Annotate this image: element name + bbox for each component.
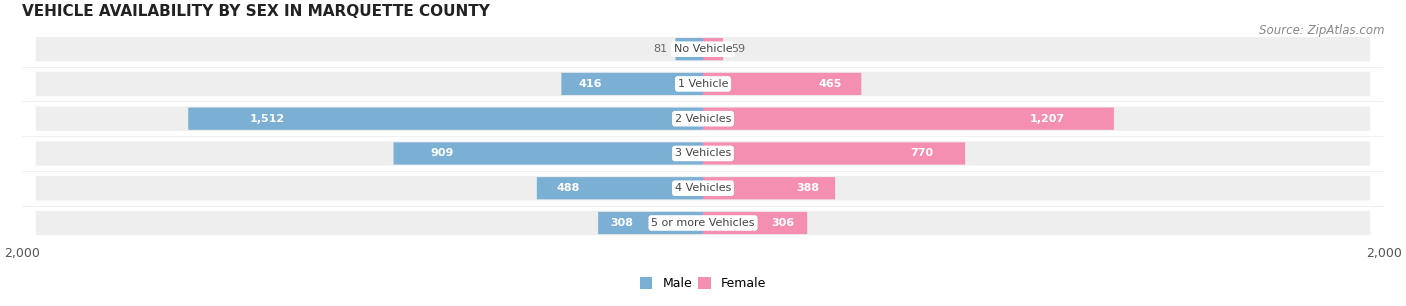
- FancyBboxPatch shape: [598, 212, 703, 234]
- FancyBboxPatch shape: [35, 106, 1371, 131]
- Text: VEHICLE AVAILABILITY BY SEX IN MARQUETTE COUNTY: VEHICLE AVAILABILITY BY SEX IN MARQUETTE…: [22, 4, 489, 19]
- Legend: Male, Female: Male, Female: [636, 272, 770, 295]
- Text: 4 Vehicles: 4 Vehicles: [675, 183, 731, 193]
- Text: 308: 308: [610, 218, 634, 228]
- FancyBboxPatch shape: [703, 73, 862, 95]
- Text: 3 Vehicles: 3 Vehicles: [675, 148, 731, 159]
- Text: 388: 388: [796, 183, 820, 193]
- Text: 5 or more Vehicles: 5 or more Vehicles: [651, 218, 755, 228]
- Text: 1 Vehicle: 1 Vehicle: [678, 79, 728, 89]
- FancyBboxPatch shape: [35, 141, 1371, 166]
- FancyBboxPatch shape: [703, 108, 1114, 130]
- FancyBboxPatch shape: [703, 177, 835, 199]
- Text: 909: 909: [430, 148, 454, 159]
- FancyBboxPatch shape: [35, 176, 1371, 200]
- Text: Source: ZipAtlas.com: Source: ZipAtlas.com: [1260, 24, 1385, 37]
- Text: 81: 81: [652, 44, 666, 54]
- FancyBboxPatch shape: [188, 108, 703, 130]
- Text: 488: 488: [557, 183, 581, 193]
- Text: 1,512: 1,512: [250, 114, 285, 124]
- FancyBboxPatch shape: [537, 177, 703, 199]
- FancyBboxPatch shape: [703, 212, 807, 234]
- FancyBboxPatch shape: [561, 73, 703, 95]
- Text: 306: 306: [772, 218, 794, 228]
- Text: 416: 416: [578, 79, 602, 89]
- Text: 2 Vehicles: 2 Vehicles: [675, 114, 731, 124]
- FancyBboxPatch shape: [394, 142, 703, 165]
- FancyBboxPatch shape: [35, 72, 1371, 96]
- Text: No Vehicle: No Vehicle: [673, 44, 733, 54]
- Text: 465: 465: [818, 79, 842, 89]
- FancyBboxPatch shape: [35, 37, 1371, 61]
- FancyBboxPatch shape: [703, 38, 723, 60]
- FancyBboxPatch shape: [675, 38, 703, 60]
- Text: 770: 770: [911, 148, 934, 159]
- FancyBboxPatch shape: [703, 142, 965, 165]
- Text: 1,207: 1,207: [1029, 114, 1064, 124]
- FancyBboxPatch shape: [35, 211, 1371, 235]
- Text: 59: 59: [731, 44, 745, 54]
